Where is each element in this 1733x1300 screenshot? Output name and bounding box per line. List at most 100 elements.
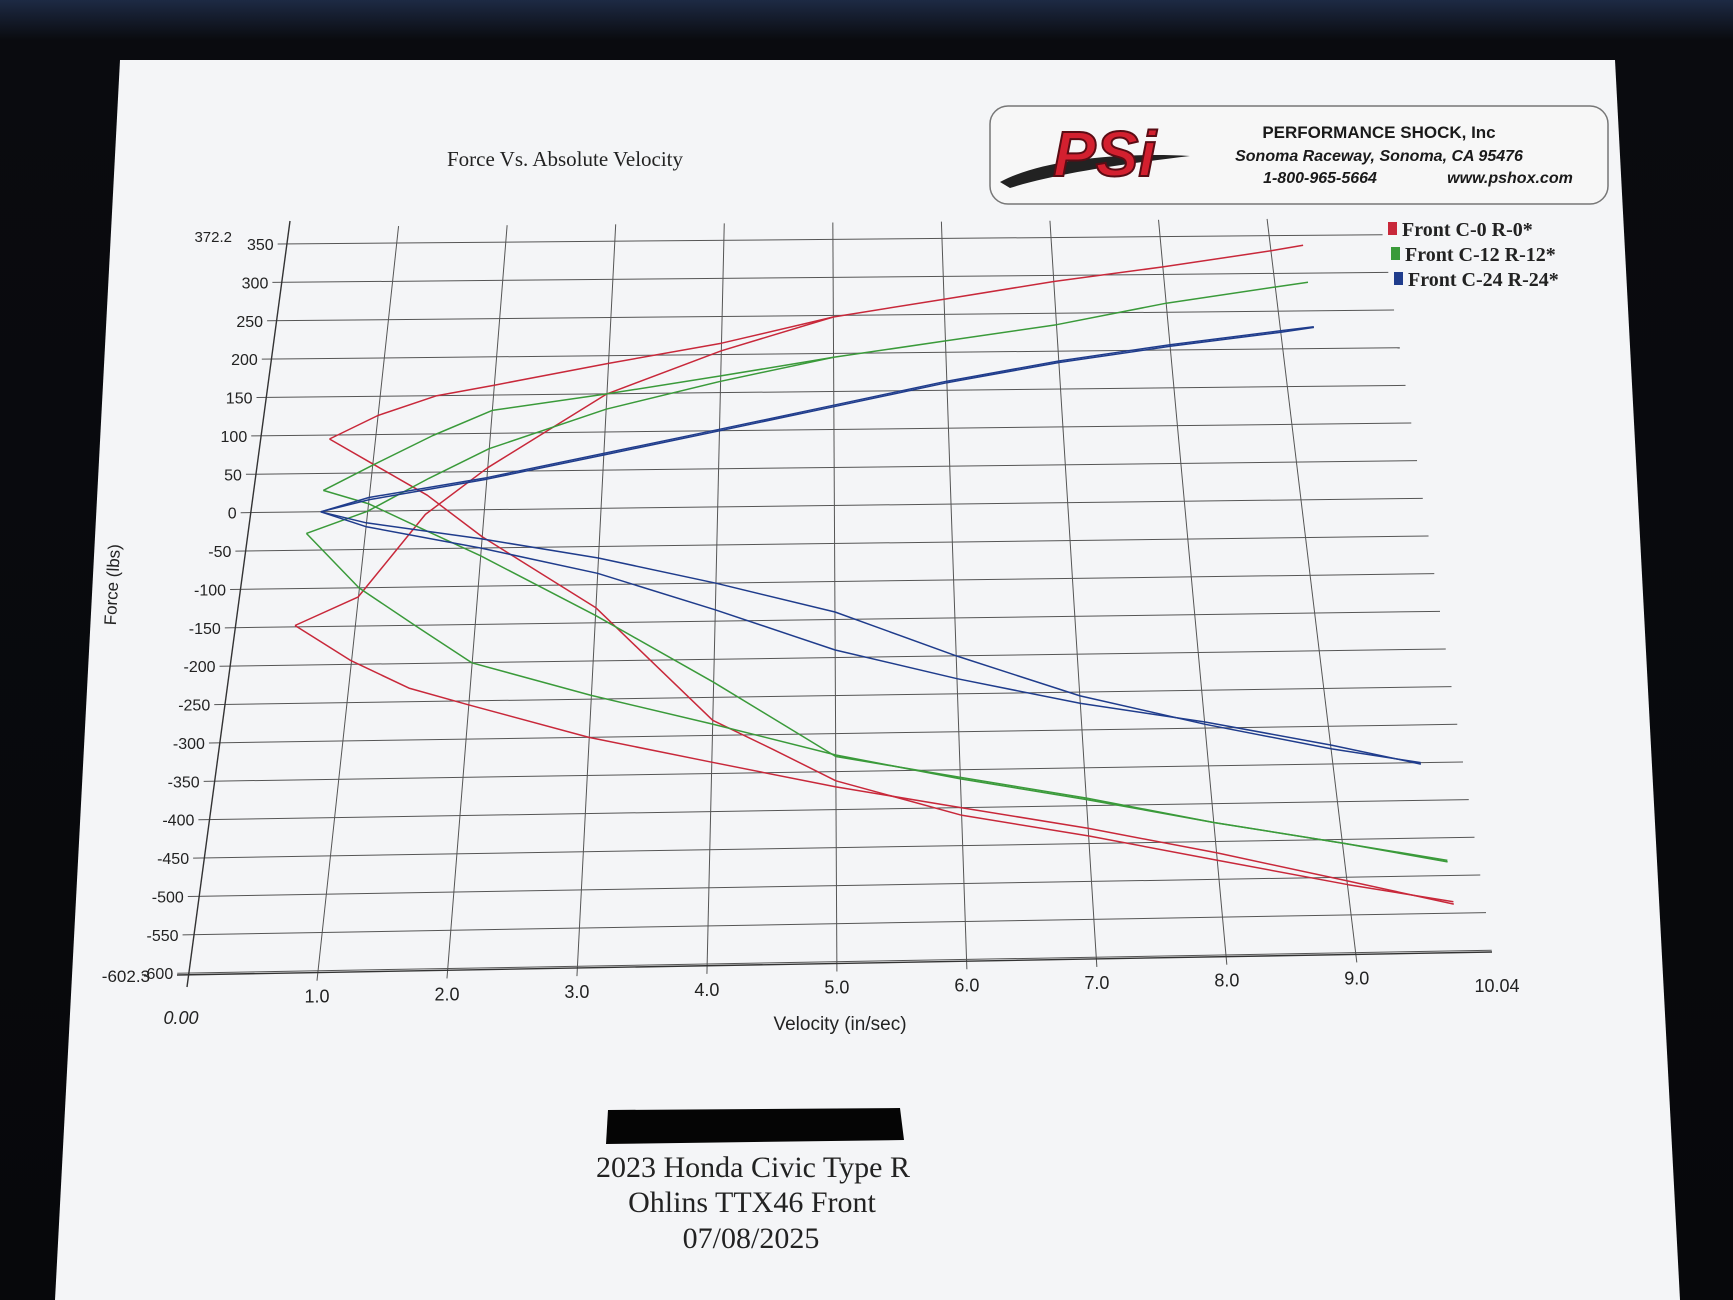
series-2-curve-3 xyxy=(320,511,1422,765)
gridline-v xyxy=(832,222,838,972)
date-caption: 07/08/2025 xyxy=(683,1222,820,1255)
series-lines xyxy=(294,244,1454,905)
x-max-label: 10.04 xyxy=(1474,976,1519,996)
gridline-v xyxy=(446,225,508,979)
y-min-label: -602.3 xyxy=(102,967,150,986)
y-tick-label: 300 xyxy=(242,275,269,292)
gridline-v xyxy=(706,223,725,974)
gridline-h xyxy=(235,535,1429,552)
gridline-h xyxy=(277,234,1383,245)
gridline-h xyxy=(230,573,1435,590)
x-axis-label: Velocity (in/sec) xyxy=(773,1014,906,1035)
series-1-curve-2 xyxy=(306,356,834,535)
y-tick-label: -600 xyxy=(141,966,173,983)
gridline-h xyxy=(272,271,1389,283)
y-tick-label: -200 xyxy=(183,659,215,676)
axis-ticks: 350 300 250 200 150 100 50 0 -50 -100 -150 -200 -250… xyxy=(102,229,1520,1028)
x-tick-label: 8.0 xyxy=(1214,971,1239,991)
x-tick-label: 5.0 xyxy=(824,978,849,998)
x-axis-line xyxy=(176,951,1493,976)
y-tick-label: -300 xyxy=(173,736,205,753)
x-tick-label: 9.0 xyxy=(1344,968,1369,988)
series-2-curve-1 xyxy=(320,325,1314,513)
company-name: PERFORMANCE SHOCK, Inc xyxy=(1262,123,1495,142)
gridline-v xyxy=(576,224,617,977)
y-axis-line xyxy=(186,220,291,988)
gridline-v xyxy=(1266,218,1358,963)
gridline-h xyxy=(256,384,1406,399)
gridline-h xyxy=(224,610,1441,629)
paper-sheet xyxy=(55,60,1680,1300)
y-tick-label: 150 xyxy=(226,391,253,408)
gridline-h xyxy=(177,949,1492,974)
y-tick-label: -100 xyxy=(194,582,226,599)
y-tick-label: 0 xyxy=(228,506,237,523)
series-0-curve-2 xyxy=(294,316,834,627)
y-tick-label: 350 xyxy=(247,237,274,254)
gridline-h xyxy=(198,799,1469,821)
gridline-v xyxy=(316,226,400,981)
grid xyxy=(176,218,1493,988)
shock-caption: Ohlins TTX46 Front xyxy=(628,1186,876,1219)
gridline-h xyxy=(251,422,1412,437)
series-0-curve-0 xyxy=(329,244,1304,440)
legend-swatch-blue xyxy=(1394,272,1403,285)
gridline-h xyxy=(193,836,1475,859)
gridline-v xyxy=(1158,219,1228,965)
company-phone: 1-800-965-5664 xyxy=(1263,170,1377,187)
y-tick-label: -250 xyxy=(178,698,210,715)
y-tick-label: 50 xyxy=(224,467,242,484)
x-tick-label: 4.0 xyxy=(694,980,719,1000)
company-logo-box: PSi PERFORMANCE SHOCK, Inc Sonoma Racewa… xyxy=(989,105,1609,205)
gridline-h xyxy=(267,309,1395,322)
series-1-curve-0 xyxy=(322,281,1309,492)
x-tick-label: 2.0 xyxy=(434,984,459,1004)
legend-label-c24: Front C-24 R-24* xyxy=(1408,269,1559,291)
y-tick-label: 100 xyxy=(221,429,248,446)
legend: Front C-0 R-0* Front C-12 R-12* Front C-… xyxy=(1388,219,1559,291)
gridline-h xyxy=(214,686,1452,706)
y-axis-label: Force (lbs) xyxy=(101,544,124,626)
logo-border xyxy=(989,105,1609,205)
y-tick-label: -150 xyxy=(189,621,221,638)
company-location: Sonoma Raceway, Sonoma, CA 95476 xyxy=(1235,148,1523,165)
company-website: www.pshox.com xyxy=(1447,170,1573,187)
y-tick-label: -450 xyxy=(157,851,189,868)
legend-label-c0: Front C-0 R-0* xyxy=(1402,219,1533,241)
series-1-curve-3 xyxy=(305,532,1448,863)
legend-label-c12: Front C-12 R-12* xyxy=(1405,244,1556,266)
gridline-h xyxy=(203,761,1464,782)
gridline-h xyxy=(187,874,1481,897)
y-max-label: 372.2 xyxy=(194,229,232,246)
y-tick-label: 200 xyxy=(231,352,258,369)
gridline-h xyxy=(261,347,1400,360)
gridline-h xyxy=(219,648,1446,667)
legend-swatch-green xyxy=(1391,247,1400,260)
y-tick-label: -550 xyxy=(146,928,178,945)
vehicle-caption: 2023 Honda Civic Type R xyxy=(596,1151,910,1184)
series-0-curve-3 xyxy=(294,624,1454,905)
y-tick-label: -350 xyxy=(168,774,200,791)
x-min-label: 0.00 xyxy=(163,1008,198,1028)
chart-title: Force Vs. Absolute Velocity xyxy=(447,147,684,171)
logo-swoosh xyxy=(1000,155,1190,188)
gridline-h xyxy=(240,497,1423,514)
x-tick-label: 6.0 xyxy=(954,975,979,995)
series-1-curve-1 xyxy=(323,489,1448,862)
gridline-h xyxy=(245,460,1418,475)
y-tick-label: -50 xyxy=(208,544,231,561)
gridline-v xyxy=(940,221,968,970)
legend-swatch-red xyxy=(1388,222,1397,235)
gridline-h xyxy=(208,723,1458,744)
y-tick-label: -500 xyxy=(152,889,184,906)
redacted-name-bar xyxy=(606,1108,904,1144)
series-2-curve-0 xyxy=(320,326,1315,513)
x-tick-label: 1.0 xyxy=(304,987,329,1007)
series-2-curve-2 xyxy=(320,511,1421,764)
x-tick-label: 3.0 xyxy=(564,982,589,1002)
series-0-curve-1 xyxy=(329,438,1454,903)
gridline-v xyxy=(1049,220,1098,967)
y-tick-label: -400 xyxy=(162,813,194,830)
